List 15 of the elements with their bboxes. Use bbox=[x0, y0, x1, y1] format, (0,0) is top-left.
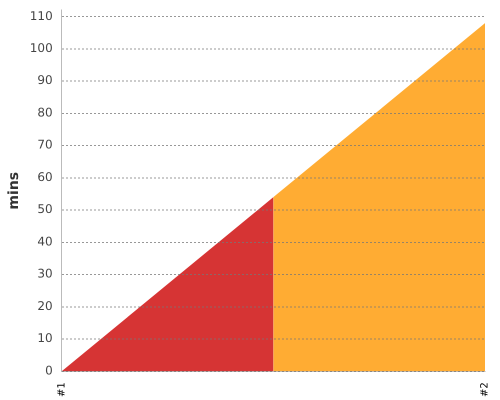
y-tick-label: 110 bbox=[30, 8, 53, 23]
y-tick-label: 70 bbox=[37, 138, 53, 152]
y-tick-label: 30 bbox=[37, 266, 53, 281]
y-axis-title: mins bbox=[6, 172, 22, 210]
y-tick-label: 20 bbox=[37, 298, 53, 313]
y-tick-label: 100 bbox=[30, 41, 53, 56]
y-tick-label: 50 bbox=[37, 202, 53, 216]
x-tick-label: #1 bbox=[56, 382, 68, 398]
y-tick-label: 90 bbox=[37, 73, 53, 88]
y-tick-label: 40 bbox=[37, 234, 53, 248]
y-tick-label: 80 bbox=[37, 105, 53, 120]
y-tick-label: 60 bbox=[37, 170, 53, 184]
y-tick-label: 0 bbox=[45, 363, 53, 378]
y-tick-label: 10 bbox=[37, 331, 53, 346]
x-tick-label: #2 bbox=[480, 382, 491, 398]
